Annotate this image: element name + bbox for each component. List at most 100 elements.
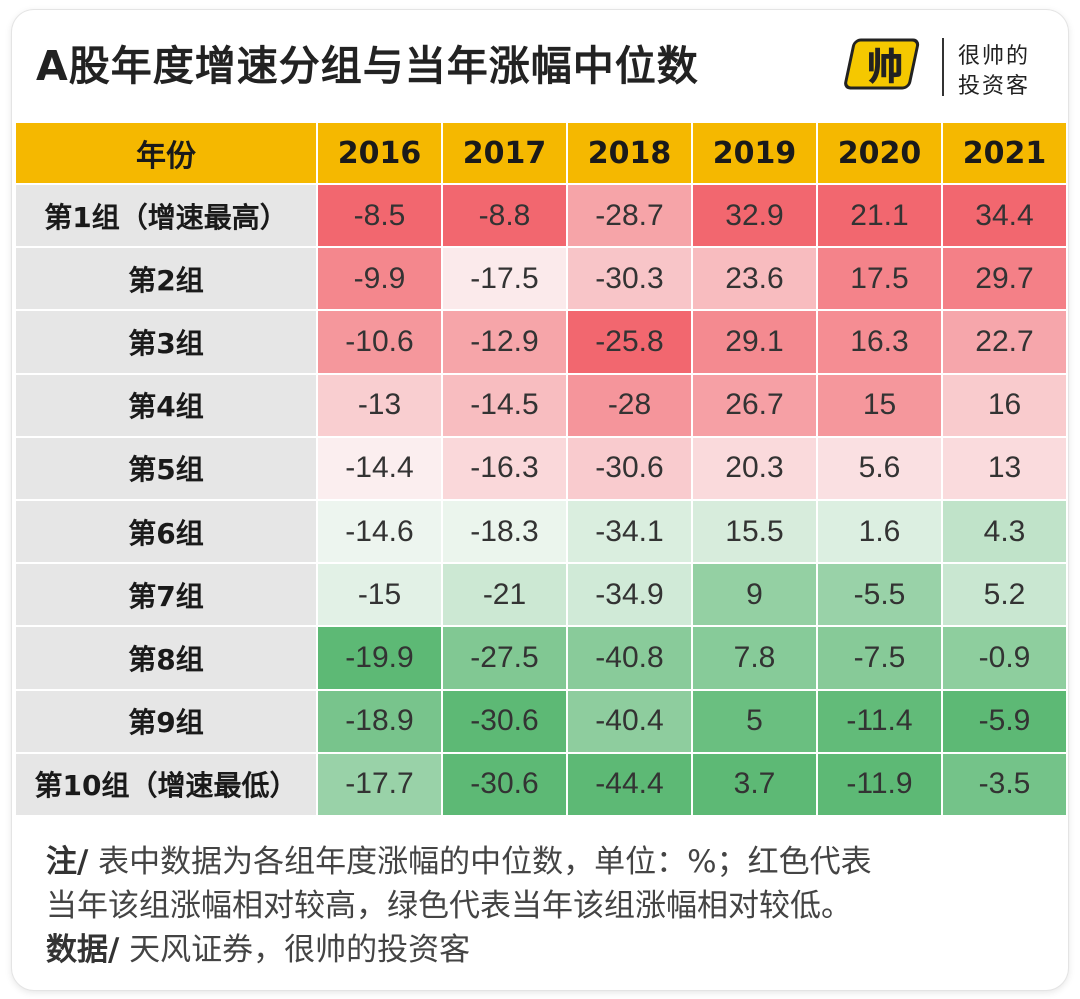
- table-row: 第3组 -10.6 -12.9 -25.8 29.1 16.3 22.7: [14, 309, 1068, 375]
- heatmap-cell: -12.9: [441, 309, 568, 375]
- heatmap-cell: 13: [941, 435, 1068, 501]
- heatmap-cell: 17.5: [816, 246, 943, 312]
- row-label: 第1组（增速最高）: [14, 182, 318, 249]
- heatmap-cell: -7.5: [816, 625, 943, 691]
- table-row: 第8组 -19.9 -27.5 -40.8 7.8 -7.5 -0.9: [14, 625, 1068, 691]
- heatmap-cell: -14.6: [316, 498, 443, 565]
- heatmap-cell: 16: [941, 372, 1068, 438]
- chart-title: A股年度增速分组与当年涨幅中位数: [36, 42, 699, 90]
- heatmap-cell: -14.5: [441, 372, 568, 438]
- row-label: 第6组: [14, 498, 318, 565]
- column-header: 2020: [816, 121, 943, 185]
- heatmap-cell: -18.9: [316, 688, 443, 754]
- note-line-2: 当年该组涨幅相对较高，绿色代表当年该组涨幅相对较低。: [46, 888, 852, 924]
- heatmap-cell: -8.5: [316, 182, 443, 249]
- table-row: 第9组 -18.9 -30.6 -40.4 5 -11.4 -5.9: [14, 688, 1068, 754]
- header-row: 年份 2016 2017 2018 2019 2020 2021: [14, 121, 1068, 185]
- row-label: 第5组: [14, 435, 318, 501]
- note-label: 注/: [46, 844, 89, 880]
- heatmap-cell: -27.5: [441, 625, 568, 691]
- row-label: 第10组（增速最低）: [14, 751, 318, 818]
- heatmap-cell: 3.7: [691, 751, 818, 818]
- heatmap-cell: -34.9: [566, 562, 693, 628]
- row-label: 第9组: [14, 688, 318, 754]
- heatmap-cell: -25.8: [566, 309, 693, 375]
- heatmap-cell: -40.8: [566, 625, 693, 691]
- table-row: 第4组 -13 -14.5 -28 26.7 15 16: [14, 372, 1068, 438]
- heatmap-cell: 1.6: [816, 498, 943, 565]
- heatmap-cell: -19.9: [316, 625, 443, 691]
- brand-logo: 帅 很帅的 投资客: [842, 32, 1052, 104]
- table-row: 第1组（增速最高） -8.5 -8.8 -28.7 32.9 21.1 34.4: [14, 182, 1068, 249]
- table-row: 第2组 -9.9 -17.5 -30.3 23.6 17.5 29.7: [14, 246, 1068, 312]
- heatmap-cell: -28: [566, 372, 693, 438]
- note-text-1: 表中数据为各组年度涨幅的中位数，单位：%；红色代表: [88, 844, 872, 880]
- heatmap-cell: -8.8: [441, 182, 568, 249]
- heatmap-cell: -11.4: [816, 688, 943, 754]
- heatmap-cell: -34.1: [566, 498, 693, 565]
- heatmap-cell: -17.5: [441, 246, 568, 312]
- heatmap-cell: 5.6: [816, 435, 943, 501]
- notes-block: 注/ 表中数据为各组年度涨幅的中位数，单位：%；红色代表 当年该组涨幅相对较高，…: [46, 840, 872, 972]
- row-label: 第2组: [14, 246, 318, 312]
- heatmap-cell: -30.6: [566, 435, 693, 501]
- heatmap-cell: 5: [691, 688, 818, 754]
- row-label: 第7组: [14, 562, 318, 628]
- table-row: 第6组 -14.6 -18.3 -34.1 15.5 1.6 4.3: [14, 498, 1068, 565]
- logo-line-1: 很帅的: [958, 44, 1031, 69]
- heatmap-cell: 34.4: [941, 182, 1068, 249]
- heatmap-cell: 5.2: [941, 562, 1068, 628]
- heatmap-cell: 22.7: [941, 309, 1068, 375]
- heatmap-cell: -0.9: [941, 625, 1068, 691]
- table-row: 第7组 -15 -21 -34.9 9 -5.5 5.2: [14, 562, 1068, 628]
- heatmap-cell: -11.9: [816, 751, 943, 818]
- logo-line-2: 投资客: [958, 74, 1031, 99]
- column-header: 2016: [316, 121, 443, 185]
- heatmap-cell: -10.6: [316, 309, 443, 375]
- heatmap-cell: 16.3: [816, 309, 943, 375]
- logo-divider: [942, 38, 944, 96]
- heatmap-cell: 29.7: [941, 246, 1068, 312]
- column-header: 2019: [691, 121, 818, 185]
- heatmap-cell: 21.1: [816, 182, 943, 249]
- table-row: 第5组 -14.4 -16.3 -30.6 20.3 5.6 13: [14, 435, 1068, 501]
- heatmap-table: 年份 2016 2017 2018 2019 2020 2021 第1组（增速最高） -8.…: [14, 121, 1068, 818]
- heatmap-cell: -21: [441, 562, 568, 628]
- column-header: 2017: [441, 121, 568, 185]
- heatmap-cell: 15: [816, 372, 943, 438]
- heatmap-cell: -5.5: [816, 562, 943, 628]
- heatmap-cell: 23.6: [691, 246, 818, 312]
- source-text: 天风证券，很帅的投资客: [119, 932, 471, 968]
- heatmap-cell: -30.6: [441, 751, 568, 818]
- heatmap-cell: -18.3: [441, 498, 568, 565]
- heatmap-cell: -30.6: [441, 688, 568, 754]
- heatmap-cell: -40.4: [566, 688, 693, 754]
- corner-header: 年份: [14, 121, 318, 185]
- heatmap-cell: 26.7: [691, 372, 818, 438]
- heatmap-cell: -5.9: [941, 688, 1068, 754]
- source-line: 数据/ 天风证券，很帅的投资客: [46, 928, 872, 972]
- heatmap-cell: 29.1: [691, 309, 818, 375]
- heatmap-cell: 32.9: [691, 182, 818, 249]
- logo-mark-text: 帅: [867, 47, 903, 88]
- column-header: 2018: [566, 121, 693, 185]
- heatmap-cell: -30.3: [566, 246, 693, 312]
- row-label: 第8组: [14, 625, 318, 691]
- heatmap-cell: -17.7: [316, 751, 443, 818]
- logo-mark-icon: 帅: [844, 38, 920, 90]
- heatmap-cell: -14.4: [316, 435, 443, 501]
- row-label: 第3组: [14, 309, 318, 375]
- column-header: 2021: [941, 121, 1068, 185]
- heatmap-cell: 9: [691, 562, 818, 628]
- note-line-1: 注/ 表中数据为各组年度涨幅的中位数，单位：%；红色代表: [46, 840, 872, 884]
- row-label: 第4组: [14, 372, 318, 438]
- heatmap-cell: -28.7: [566, 182, 693, 249]
- heatmap-cell: -15: [316, 562, 443, 628]
- heatmap-cell: 20.3: [691, 435, 818, 501]
- table-row: 第10组（增速最低） -17.7 -30.6 -44.4 3.7 -11.9 -3.5: [14, 751, 1068, 818]
- heatmap-cell: -9.9: [316, 246, 443, 312]
- heatmap-cell: -16.3: [441, 435, 568, 501]
- chart-card: A股年度增速分组与当年涨幅中位数 帅 很帅的 投资客 年份 2016 2017 20…: [12, 10, 1068, 990]
- heatmap-cell: 15.5: [691, 498, 818, 565]
- heatmap-cell: 4.3: [941, 498, 1068, 565]
